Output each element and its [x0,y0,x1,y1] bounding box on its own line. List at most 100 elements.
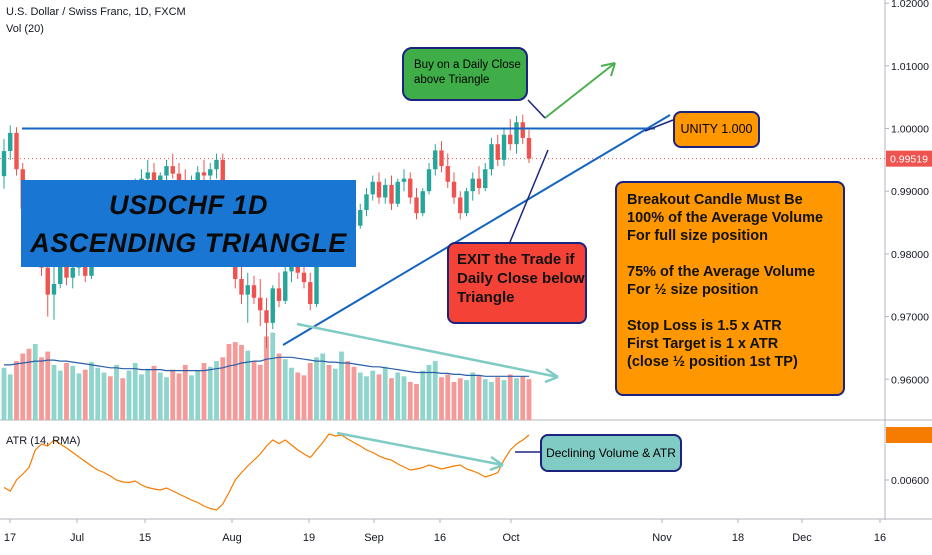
candle [401,169,407,192]
volume-bar [126,370,132,420]
title-banner-line: USDCHF 1D [108,190,268,220]
candle [526,129,532,163]
volume-bar [307,363,313,420]
volume-bar [7,374,13,420]
candle [8,125,13,160]
rules-block: 75% of the Average Volume For ½ size pos… [627,263,833,299]
atr-line [3,433,530,511]
time-tick-label: Jul [70,532,84,544]
candle-body [408,178,413,198]
volume-bar [226,344,232,420]
volume-bar [364,376,369,420]
volume-bar [182,364,188,420]
time-tick-label: Aug [222,532,242,544]
candle-body [439,150,444,167]
rules-note[interactable]: Breakout Candle Must Be 100% of the Aver… [615,181,845,396]
candle-body [358,210,363,226]
volume-bar [26,348,32,420]
candle [445,153,450,189]
candle-body [526,137,532,159]
candle-body [8,132,13,152]
candle [245,272,250,323]
candle-body [64,260,69,278]
volume-bar [282,359,288,420]
volume-bar [176,373,182,420]
candle [358,203,363,229]
price-tick-label: 0.99000 [891,186,929,198]
candle-body [283,271,288,301]
candle [476,166,482,195]
candle-body [383,184,388,198]
candle-body [489,144,494,170]
volume-bar [476,375,482,420]
time-tick-label: 17 [4,532,16,544]
time-tick-label: 18 [732,532,744,544]
volume-bar [520,376,526,420]
rules-block: Breakout Candle Must Be 100% of the Aver… [627,191,833,245]
candle-body [264,310,269,323]
exit-note-line: Daily Close below [457,270,585,287]
rules-line: First Target is 1 x ATR [627,336,779,352]
atr-label: ATR (14, RMA) [6,435,80,447]
buy-note-line: Buy on a Daily Close [414,59,521,71]
candle [383,178,388,204]
candle-body [164,166,169,176]
last-price-label: 0.99519 [890,154,928,166]
volume-bar [14,361,19,420]
volume-bar [114,364,119,420]
volume-bar [76,373,82,420]
candle [489,137,494,176]
time-tick-label: 16 [434,532,446,544]
volume-bar [220,357,226,420]
declining-note[interactable]: Declining Volume & ATR [540,434,682,472]
candle [395,178,400,207]
candle [51,266,57,320]
buy-note[interactable]: Buy on a Daily Close above Triangle [402,47,528,101]
candle [264,297,269,348]
last-atr-tag [886,427,932,443]
candle-body [51,283,57,295]
time-tick-label: 19 [303,532,315,544]
volume-bar [407,382,413,420]
candle-body [464,191,469,214]
candle-body [220,159,225,185]
candle-body [433,150,438,170]
volume-bar [276,353,282,420]
candle-body [451,181,457,198]
candle [308,272,313,311]
time-tick-label: Nov [652,532,672,544]
volume-bar [464,380,469,420]
candle-body [520,122,525,138]
exit-note-line: Triangle [457,289,515,306]
candle [458,191,463,220]
candle-body [214,159,219,170]
volume-bar [314,357,319,420]
volume-bar [376,374,382,420]
candle [420,188,425,217]
time-tick-label: Sep [364,532,384,544]
time-tick-label: Dec [792,532,812,544]
volume-bar [439,377,444,420]
volume-bar [101,372,107,420]
candle-body [376,181,382,198]
candle-body [70,267,75,278]
candle-body [58,260,63,284]
candle [426,162,432,195]
volume-ma-line [4,356,529,377]
price-tick-label: 0.98000 [891,249,929,261]
price-tick-label: 1.01000 [891,61,929,73]
candle [470,172,475,201]
unity-note[interactable]: UNITY 1.000 [673,111,760,148]
volume-bar [332,368,338,420]
exit-note[interactable]: EXIT the Trade if Daily Close below Tria… [447,242,587,324]
candle [389,175,394,210]
volume-bar [426,364,432,420]
volume-bar [145,368,151,420]
candle-body [170,166,175,174]
candle-body [14,132,19,170]
title-banner[interactable]: USDCHF 1D ASCENDING TRIANGLE [21,180,356,267]
volume-bar [414,383,419,420]
atr-decline-arrow-head [489,455,504,472]
volume-bar [201,363,207,420]
